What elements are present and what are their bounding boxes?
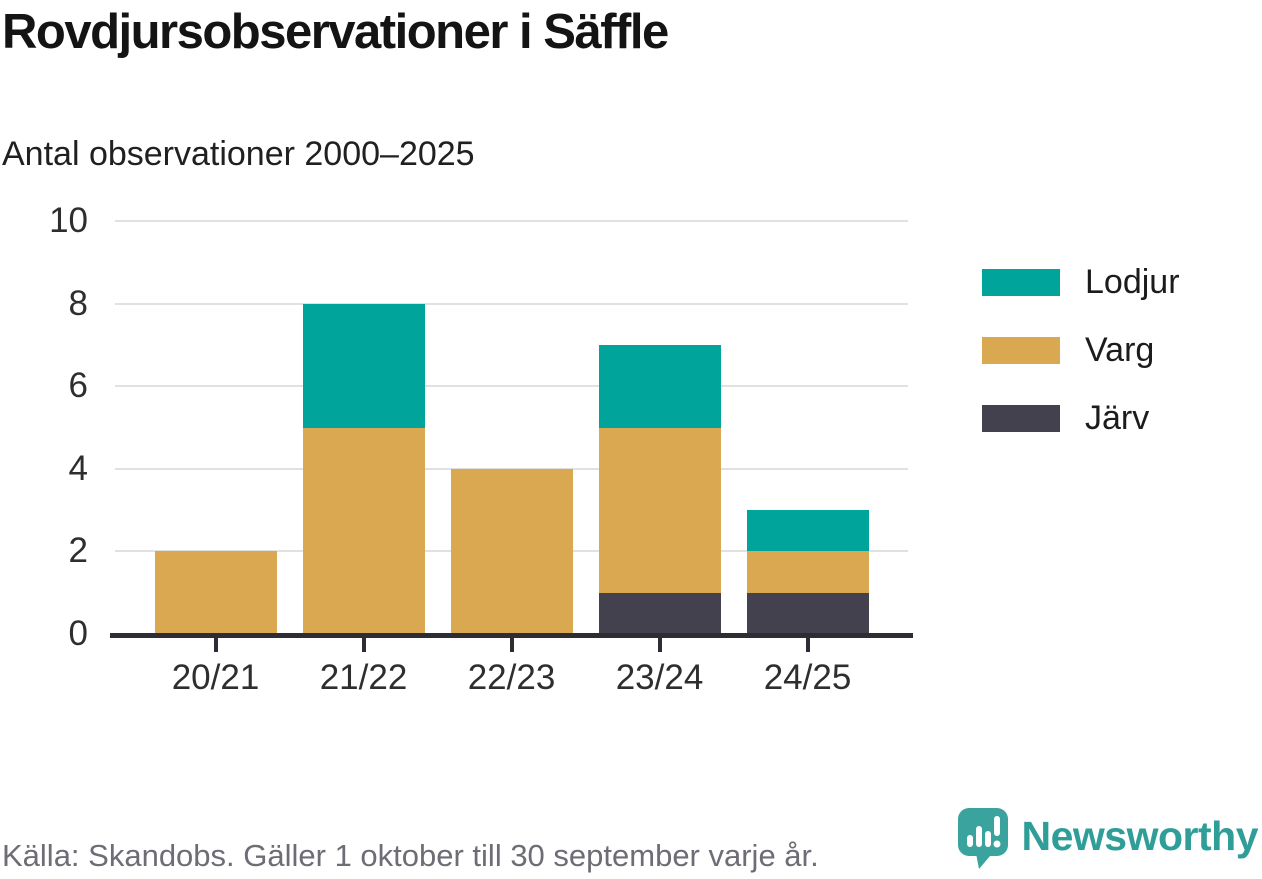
bar-segment-lodjur-21/22 — [302, 303, 425, 428]
y-tick-label-6: 6 — [68, 366, 88, 406]
x-tick-label-21/22: 21/22 — [319, 658, 408, 697]
bar-segment-järv-24/25 — [746, 592, 869, 634]
newsworthy-logo-icon — [957, 807, 1009, 875]
gridline-6 — [115, 385, 908, 388]
x-axis-line — [110, 633, 913, 638]
bar-segment-varg-23/24 — [598, 427, 721, 593]
legend-label-varg: Varg — [1085, 331, 1155, 369]
legend-label-järv: Järv — [1085, 399, 1150, 437]
legend-row-varg: Varg — [982, 331, 1180, 370]
x-axis-cell-24/25: 24/25 — [747, 638, 869, 698]
bar-segment-varg-22/23 — [450, 468, 573, 634]
bar-segment-varg-21/22 — [302, 427, 425, 634]
x-axis-cell-21/22: 21/22 — [303, 638, 425, 698]
x-tick-label-20/21: 20/21 — [171, 658, 260, 697]
legend-row-lodjur: Lodjur — [982, 263, 1180, 302]
bar-segment-järv-23/24 — [598, 592, 721, 634]
bar-23/24 — [598, 221, 721, 634]
x-axis: 20/21 21/22 22/23 23/24 24/25 — [115, 638, 908, 698]
bar-20/21 — [154, 221, 277, 634]
x-tick-22/23 — [509, 638, 514, 652]
bar-21/22 — [302, 221, 425, 634]
x-tick-23/24 — [657, 638, 662, 652]
page-title: Rovdjursobservationer i Säffle — [2, 5, 669, 59]
gridline-10 — [115, 220, 908, 222]
legend-swatch-lodjur — [982, 269, 1060, 296]
brand-name: Newsworthy — [1021, 812, 1259, 859]
x-tick-20/21 — [213, 638, 218, 652]
legend-swatch-varg — [982, 337, 1060, 364]
y-tick-label-2: 2 — [68, 531, 88, 571]
x-tick-label-23/24: 23/24 — [615, 658, 704, 697]
x-tick-label-24/25: 24/25 — [763, 658, 852, 697]
bar-24/25 — [746, 221, 869, 634]
x-tick-label-22/23: 22/23 — [467, 658, 556, 697]
bar-segment-lodjur-24/25 — [746, 510, 869, 552]
plot-area — [115, 220, 908, 634]
x-axis-cell-22/23: 22/23 — [451, 638, 573, 698]
y-tick-label-0: 0 — [68, 614, 88, 653]
bar-segment-varg-24/25 — [746, 551, 869, 593]
gridline-8 — [115, 302, 908, 305]
chart-subtitle: Antal observationer 2000–2025 — [2, 135, 475, 173]
y-tick-label-4: 4 — [68, 448, 88, 488]
brand-footer: Newsworthy — [957, 807, 1259, 875]
bar-segment-varg-20/21 — [154, 551, 277, 634]
bars — [115, 221, 908, 634]
legend-row-järv: Järv — [982, 399, 1180, 438]
x-axis-cell-20/21: 20/21 — [155, 638, 277, 698]
y-tick-label-10: 10 — [49, 201, 88, 240]
legend: Lodjur Varg Järv — [982, 263, 1180, 467]
y-axis-labels: 0 2 4 6 8 10 — [0, 201, 88, 653]
bar-segment-lodjur-23/24 — [598, 344, 721, 428]
source-note: Källa: Skandobs. Gäller 1 oktober till 3… — [2, 838, 819, 873]
legend-label-lodjur: Lodjur — [1085, 263, 1180, 301]
bar-22/23 — [450, 221, 573, 634]
y-tick-label-8: 8 — [68, 283, 88, 323]
x-axis-cell-23/24: 23/24 — [599, 638, 721, 698]
x-tick-21/22 — [361, 638, 366, 652]
x-tick-24/25 — [805, 638, 810, 652]
legend-swatch-järv — [982, 405, 1060, 432]
